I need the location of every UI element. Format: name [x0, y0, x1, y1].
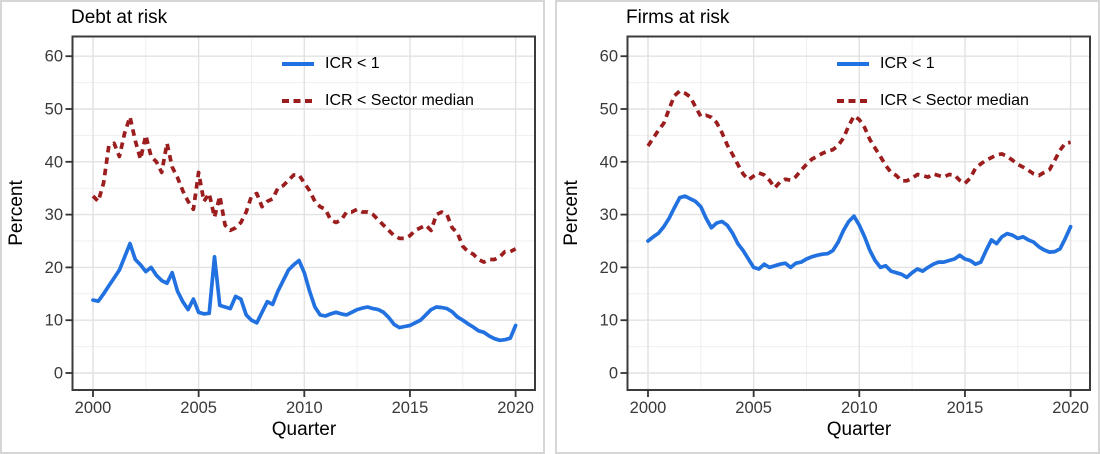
- legend-key-solid-line-icon: [282, 62, 314, 66]
- y-tick-label: 60: [45, 48, 63, 66]
- x-tick-label: 2005: [180, 399, 217, 417]
- y-tick-label: 40: [600, 153, 618, 171]
- axes: 2000 2005 2010 2015 2020 0 10 20 30 40 50 60: [600, 48, 1089, 417]
- y-axis-title: Percent: [6, 180, 27, 246]
- legend-item-icr-lt-1: ICR < 1: [836, 49, 1029, 79]
- y-tick-label: 0: [609, 365, 618, 383]
- panel-title: Debt at risk: [71, 7, 168, 28]
- y-tick-label: 30: [45, 206, 63, 224]
- x-tick-label: 2000: [630, 399, 667, 417]
- panel-debt-at-risk: 2000 2005 2010 2015 2020 0 10 20 30 40 50 60 Debt a…: [0, 0, 545, 454]
- x-tick-label: 2015: [947, 399, 984, 417]
- legend-key-dashed-line-icon: [282, 99, 314, 103]
- legend-key-dashed-line-icon: [837, 99, 869, 103]
- series-line-icr-sector-median: [91, 115, 517, 264]
- y-tick-label: 30: [600, 206, 618, 224]
- legend: ICR < 1 ICR < Sector median: [281, 49, 474, 123]
- y-tick-label: 60: [600, 48, 618, 66]
- x-tick-label: 2010: [841, 399, 878, 417]
- legend-label: ICR < Sector median: [325, 92, 474, 109]
- legend-item-icr-lt-sector-median: ICR < Sector median: [836, 86, 1029, 116]
- x-tick-label: 2020: [497, 399, 534, 417]
- legend-item-icr-lt-sector-median: ICR < Sector median: [281, 86, 474, 116]
- axes: 2000 2005 2010 2015 2020 0 10 20 30 40 50 60: [45, 48, 534, 417]
- y-tick-label: 10: [600, 312, 618, 330]
- series-line-icr-1: [91, 241, 518, 343]
- panel-title: Firms at risk: [626, 7, 730, 28]
- legend-key-solid-line-icon: [837, 62, 869, 66]
- series-line-icr-sector-median: [646, 89, 1071, 190]
- panel-firms-at-risk: 2000 2005 2010 2015 2020 0 10 20 30 40 50 60 Firms …: [555, 0, 1100, 454]
- series-line-icr-1: [646, 194, 1073, 280]
- x-tick-label: 2005: [735, 399, 772, 417]
- x-tick-label: 2000: [75, 399, 112, 417]
- legend-label: ICR < 1: [880, 55, 935, 72]
- plot-area-firms-at-risk: 2000 2005 2010 2015 2020 0 10 20 30 40 50 60: [600, 35, 1091, 417]
- y-tick-label: 20: [600, 259, 618, 277]
- legend: ICR < 1 ICR < Sector median: [836, 49, 1029, 123]
- x-tick-label: 2020: [1052, 399, 1089, 417]
- x-tick-label: 2010: [286, 399, 323, 417]
- legend-item-icr-lt-1: ICR < 1: [281, 49, 474, 79]
- y-tick-label: 0: [54, 365, 63, 383]
- x-axis-title: Quarter: [826, 419, 892, 440]
- y-tick-label: 50: [600, 101, 618, 119]
- y-tick-label: 50: [45, 101, 63, 119]
- y-tick-label: 10: [45, 312, 63, 330]
- y-tick-label: 20: [45, 259, 63, 277]
- y-tick-label: 40: [45, 153, 63, 171]
- legend-label: ICR < Sector median: [880, 92, 1029, 109]
- x-axis-title: Quarter: [271, 419, 337, 440]
- x-tick-label: 2015: [392, 399, 429, 417]
- legend-label: ICR < 1: [325, 55, 380, 72]
- plot-area-debt-at-risk: 2000 2005 2010 2015 2020 0 10 20 30 40 50 60: [45, 35, 536, 417]
- y-axis-title: Percent: [561, 180, 582, 246]
